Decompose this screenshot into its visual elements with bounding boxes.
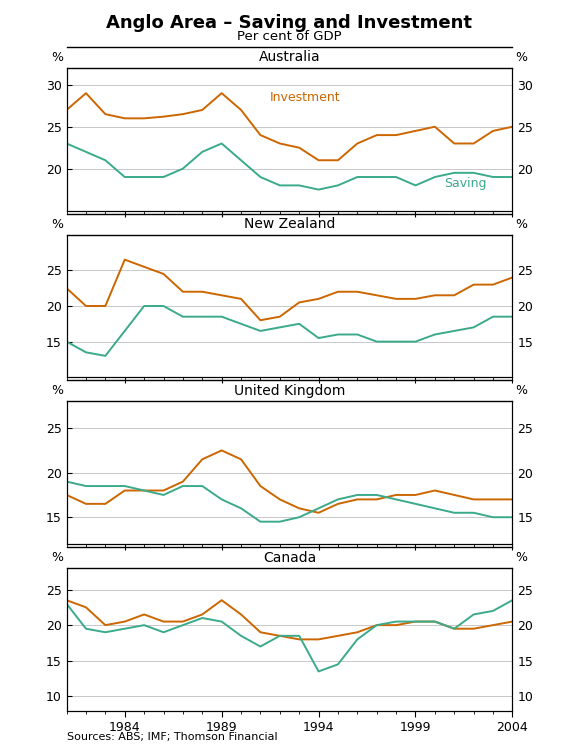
Text: %: % — [52, 218, 64, 231]
Text: %: % — [515, 384, 527, 398]
Text: New Zealand: New Zealand — [244, 217, 335, 231]
Text: %: % — [515, 551, 527, 564]
Text: %: % — [515, 51, 527, 64]
Text: United Kingdom: United Kingdom — [234, 384, 345, 398]
Text: %: % — [515, 218, 527, 231]
Text: Australia: Australia — [259, 51, 320, 64]
Text: Investment: Investment — [270, 91, 340, 104]
Text: %: % — [52, 551, 64, 564]
Text: Canada: Canada — [263, 550, 316, 565]
Text: Per cent of GDP: Per cent of GDP — [237, 30, 342, 43]
Text: %: % — [52, 384, 64, 398]
Text: %: % — [52, 51, 64, 64]
Text: Saving: Saving — [445, 177, 487, 191]
Text: Anglo Area – Saving and Investment: Anglo Area – Saving and Investment — [107, 14, 472, 32]
Text: Sources: ABS; IMF; Thomson Financial: Sources: ABS; IMF; Thomson Financial — [67, 733, 277, 742]
